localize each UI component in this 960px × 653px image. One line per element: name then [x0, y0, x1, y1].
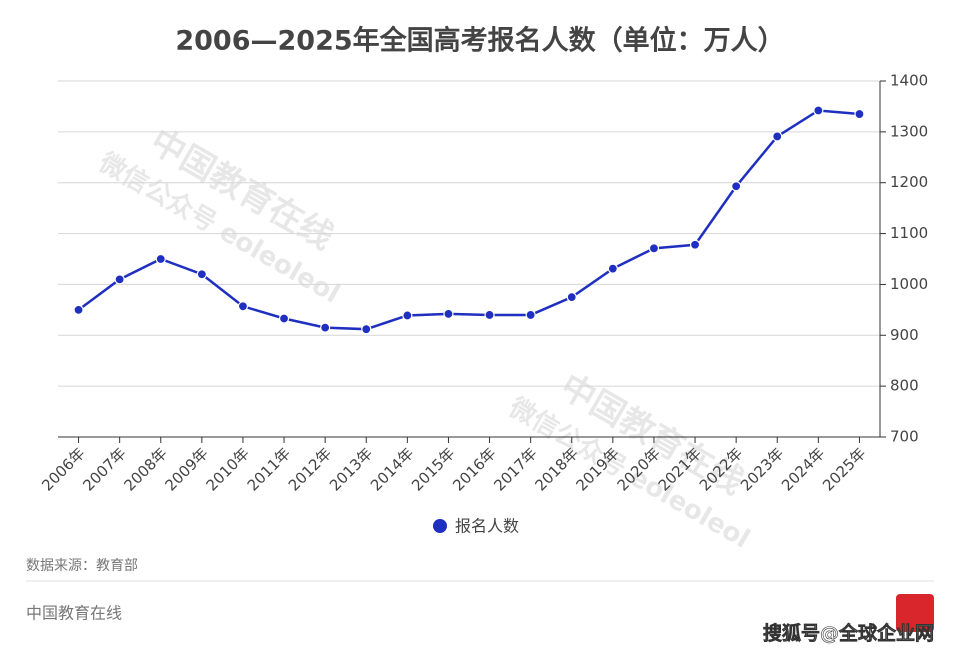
series-line — [77, 109, 860, 331]
logo — [896, 594, 934, 632]
legend-label: 报名人数 — [455, 517, 519, 536]
x-tick-label: 2006年 — [38, 444, 88, 494]
data-point — [114, 274, 125, 285]
x-tick-label: 2009年 — [162, 444, 212, 494]
data-point — [73, 304, 84, 315]
y-tick-label: 900 — [890, 326, 919, 344]
credit: 搜狐号@全球企业网 — [763, 622, 934, 645]
x-tick-label: 2014年 — [367, 444, 417, 494]
data-point — [196, 269, 207, 280]
data-point — [278, 313, 290, 324]
x-tick-label: 2012年 — [285, 444, 335, 494]
y-tick-label: 1100 — [890, 224, 928, 242]
x-tick-label: 2024年 — [778, 444, 828, 494]
footer: 中国教育在线 — [26, 604, 122, 623]
data-point — [525, 309, 536, 321]
data-point — [361, 324, 372, 335]
x-tick-label: 2013年 — [326, 444, 376, 494]
y-tick-label: 1000 — [890, 275, 928, 293]
x-tick-label: 2017年 — [490, 444, 540, 494]
data-point — [813, 105, 824, 116]
source: 数据来源：教育部 — [26, 558, 138, 574]
y-tick-label: 1200 — [890, 173, 928, 191]
data-point — [731, 181, 742, 192]
x-tick-label: 2008年 — [120, 444, 170, 494]
data-point — [237, 301, 249, 312]
x-tick-label: 2010年 — [203, 444, 253, 494]
chart-title: 2006—2025年全国高考报名人数（单位：万人） — [175, 25, 784, 57]
data-point — [648, 243, 660, 254]
data-point — [155, 253, 166, 265]
data-point — [402, 310, 413, 321]
legend-swatch — [433, 519, 447, 533]
y-tick-label: 1300 — [890, 122, 928, 140]
x-tick-label: 2018年 — [531, 444, 581, 494]
x-tick-label: 2011年 — [244, 444, 294, 494]
y-tick-label: 1400 — [890, 72, 928, 90]
data-point — [320, 322, 331, 333]
y-tick-label: 800 — [890, 377, 919, 395]
data-point — [443, 308, 454, 320]
x-tick-label: 2007年 — [79, 444, 129, 494]
x-tick-label: 2016年 — [449, 444, 499, 494]
x-tick-label: 2025年 — [819, 444, 869, 494]
x-tick-label: 2015年 — [408, 444, 458, 494]
y-tick-label: 700 — [890, 428, 919, 446]
data-point — [566, 292, 577, 303]
data-point — [772, 131, 783, 142]
data-point — [607, 263, 618, 274]
data-point — [689, 239, 701, 250]
data-point — [854, 108, 865, 120]
data-point — [484, 309, 495, 321]
